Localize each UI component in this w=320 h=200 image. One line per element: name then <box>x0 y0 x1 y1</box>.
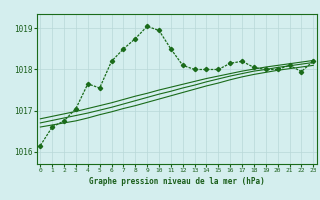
X-axis label: Graphe pression niveau de la mer (hPa): Graphe pression niveau de la mer (hPa) <box>89 177 265 186</box>
